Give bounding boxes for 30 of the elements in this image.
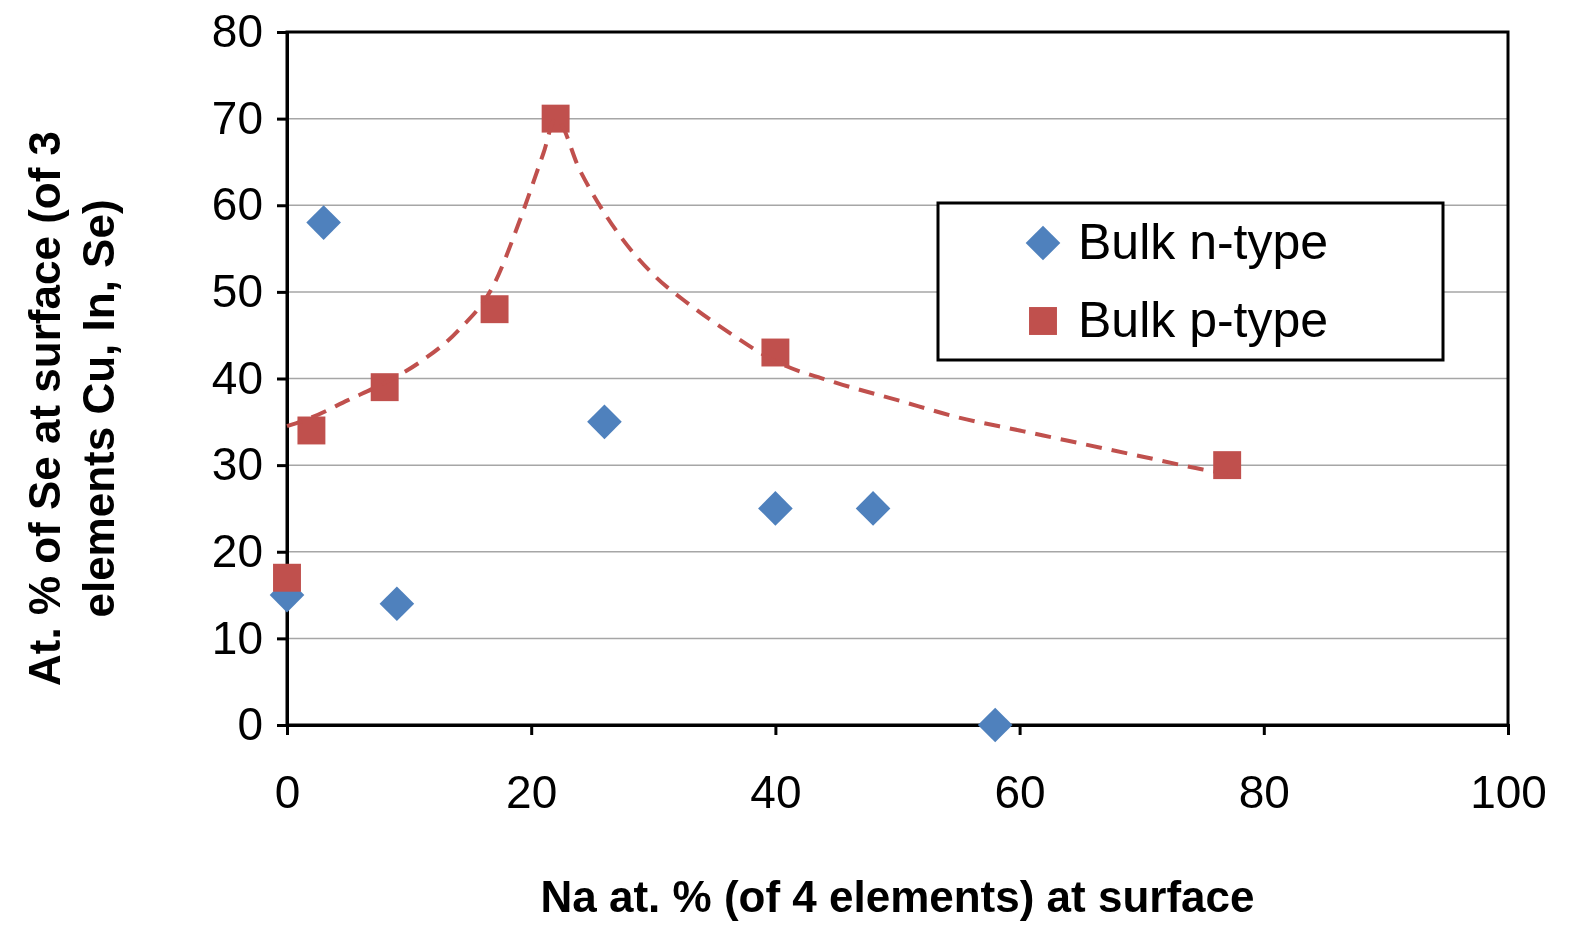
x-tick-label: 40 [750, 765, 802, 818]
point [855, 491, 891, 526]
y-tick-label: 70 [211, 91, 263, 144]
legend-label: Bulk n-type [1078, 214, 1329, 270]
x-tick-label: 80 [1238, 765, 1290, 818]
point [758, 491, 793, 526]
x-tick-label: 20 [506, 765, 558, 818]
point [1213, 451, 1242, 480]
point [297, 416, 326, 445]
point [273, 563, 301, 592]
y-tick-label: 10 [211, 611, 263, 664]
y-tick-label: 30 [211, 438, 263, 491]
x-tick-label: 0 [274, 765, 301, 818]
y-tick-label: 0 [237, 698, 263, 751]
point [370, 373, 399, 402]
y-tick-label: 80 [211, 5, 263, 58]
point [306, 205, 341, 240]
point [977, 707, 1013, 743]
point [379, 586, 415, 622]
y-axis-title: At. % of Se at surface (of 3 elements Cu, In, Se) [20, 130, 123, 687]
x-tick-label: 100 [1470, 765, 1547, 818]
point [587, 404, 622, 440]
y-tick-label: 40 [211, 351, 263, 404]
point [480, 295, 509, 324]
y-tick-label: 50 [211, 265, 263, 318]
legend-label: Bulk p-type [1078, 292, 1329, 348]
x-tick-label: 60 [994, 765, 1046, 818]
y-tick-label: 60 [211, 178, 263, 231]
y-tick-label: 20 [211, 524, 263, 577]
x-axis-title: Na at. % (of 4 elements) at surface [540, 872, 1255, 921]
